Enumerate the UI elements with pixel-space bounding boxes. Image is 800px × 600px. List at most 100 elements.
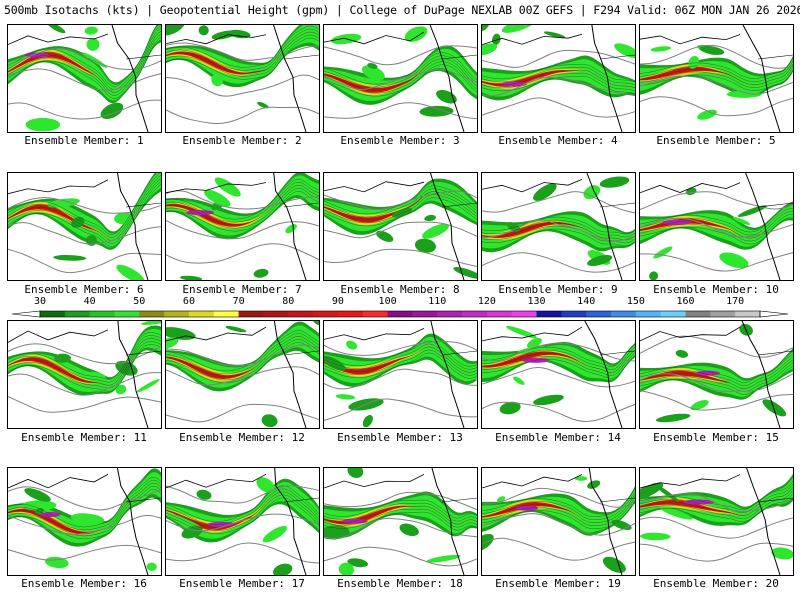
isotach-line <box>324 499 477 519</box>
wind-blob <box>204 189 231 207</box>
ensemble-panel-5 <box>639 24 794 133</box>
isotach-map <box>166 468 319 575</box>
height-contour <box>482 191 635 214</box>
country-border <box>599 350 635 356</box>
wind-blob <box>347 558 369 568</box>
isotach-line <box>324 191 477 221</box>
wind-blob <box>146 562 157 571</box>
colorbar-bin <box>635 311 661 317</box>
ensemble-member-label: Ensemble Member: 12 <box>179 431 305 444</box>
height-contour <box>166 344 319 367</box>
colorbar-bin <box>64 311 90 317</box>
wind-blob <box>419 105 454 117</box>
height-contour <box>8 396 161 413</box>
wind-blob <box>256 477 275 493</box>
wind-blob <box>614 43 635 59</box>
wind-blob <box>367 63 378 69</box>
country-border <box>125 202 161 208</box>
isotach-line <box>482 343 635 367</box>
isotach-line <box>166 28 319 71</box>
height-contour <box>8 544 161 561</box>
isotach-line <box>8 344 161 392</box>
height-contour <box>8 47 161 70</box>
height-contour <box>324 398 477 421</box>
coastline <box>324 474 425 489</box>
isotach-line <box>8 173 161 235</box>
wind-blob <box>690 400 709 411</box>
isotach-map <box>166 173 319 280</box>
isotach-line <box>166 485 319 523</box>
wind-blob <box>422 223 449 239</box>
wind-blob <box>100 102 124 119</box>
coastline <box>430 321 465 428</box>
country-border <box>441 54 477 60</box>
coastline <box>8 329 109 343</box>
height-contour <box>640 516 793 539</box>
ensemble-member-label: Ensemble Member: 15 <box>653 431 779 444</box>
coastline <box>324 181 425 193</box>
isotach-line <box>482 225 635 244</box>
wind-blob <box>426 554 461 563</box>
ensemble-member-label: Ensemble Member: 4 <box>498 134 618 147</box>
height-contour <box>640 542 793 562</box>
wind-blob <box>533 183 557 201</box>
jet-band <box>482 214 635 249</box>
isotach-line <box>324 188 477 218</box>
height-contour <box>166 513 319 532</box>
wind-speed-colorbar <box>11 310 789 318</box>
isotach-line <box>482 488 635 518</box>
isotach-line <box>482 500 635 530</box>
ensemble-panel-14 <box>481 320 636 429</box>
wind-blob <box>272 563 293 575</box>
ensemble-panel-12 <box>165 320 320 429</box>
country-border <box>125 497 161 503</box>
country-border <box>441 350 477 356</box>
wind-blob <box>659 506 693 520</box>
country-border <box>125 350 161 356</box>
isotach-line <box>640 216 793 245</box>
height-contour <box>482 49 635 68</box>
country-border <box>283 202 319 208</box>
ensemble-member-label: Ensemble Member: 20 <box>653 577 779 590</box>
coastline <box>640 182 741 194</box>
colorbar-tick-label: 40 <box>83 296 96 307</box>
isotach-line <box>482 219 635 238</box>
wind-blob <box>649 271 659 280</box>
isotach-line <box>324 343 477 370</box>
coastline <box>8 473 109 489</box>
height-contour <box>8 248 161 274</box>
coastline <box>273 25 307 132</box>
isotach-line <box>166 342 319 384</box>
ensemble-panel-2 <box>165 24 320 133</box>
height-contour <box>640 335 793 358</box>
isotach-line <box>8 341 161 389</box>
height-contour <box>482 537 635 561</box>
colorbar-tick-label: 160 <box>676 296 695 307</box>
wind-blob <box>737 205 767 217</box>
colorbar-bin <box>462 311 488 317</box>
wind-blob <box>506 222 521 232</box>
wind-blob <box>771 547 793 560</box>
isotach-line <box>324 511 477 531</box>
jet-band <box>482 349 635 373</box>
height-contour <box>640 191 793 211</box>
ensemble-member-label: Ensemble Member: 16 <box>21 577 147 590</box>
wind-blob <box>257 101 269 109</box>
wind-blob <box>84 26 98 35</box>
jet-band <box>482 488 635 533</box>
isotach-line <box>640 365 793 395</box>
colorbar-bin <box>40 311 66 317</box>
isotach-line <box>8 37 161 99</box>
height-contour <box>8 222 161 245</box>
height-contour <box>166 403 319 423</box>
ensemble-panel-9 <box>481 172 636 281</box>
wind-blob <box>211 73 224 87</box>
isotach-line <box>166 31 319 74</box>
jet-band <box>640 211 793 239</box>
isotach-line <box>166 34 319 77</box>
isotach-line <box>8 476 161 528</box>
wind-blob <box>180 275 203 280</box>
wind-blob <box>338 562 355 575</box>
wind-blob <box>574 476 588 481</box>
wind-blob <box>414 238 436 253</box>
